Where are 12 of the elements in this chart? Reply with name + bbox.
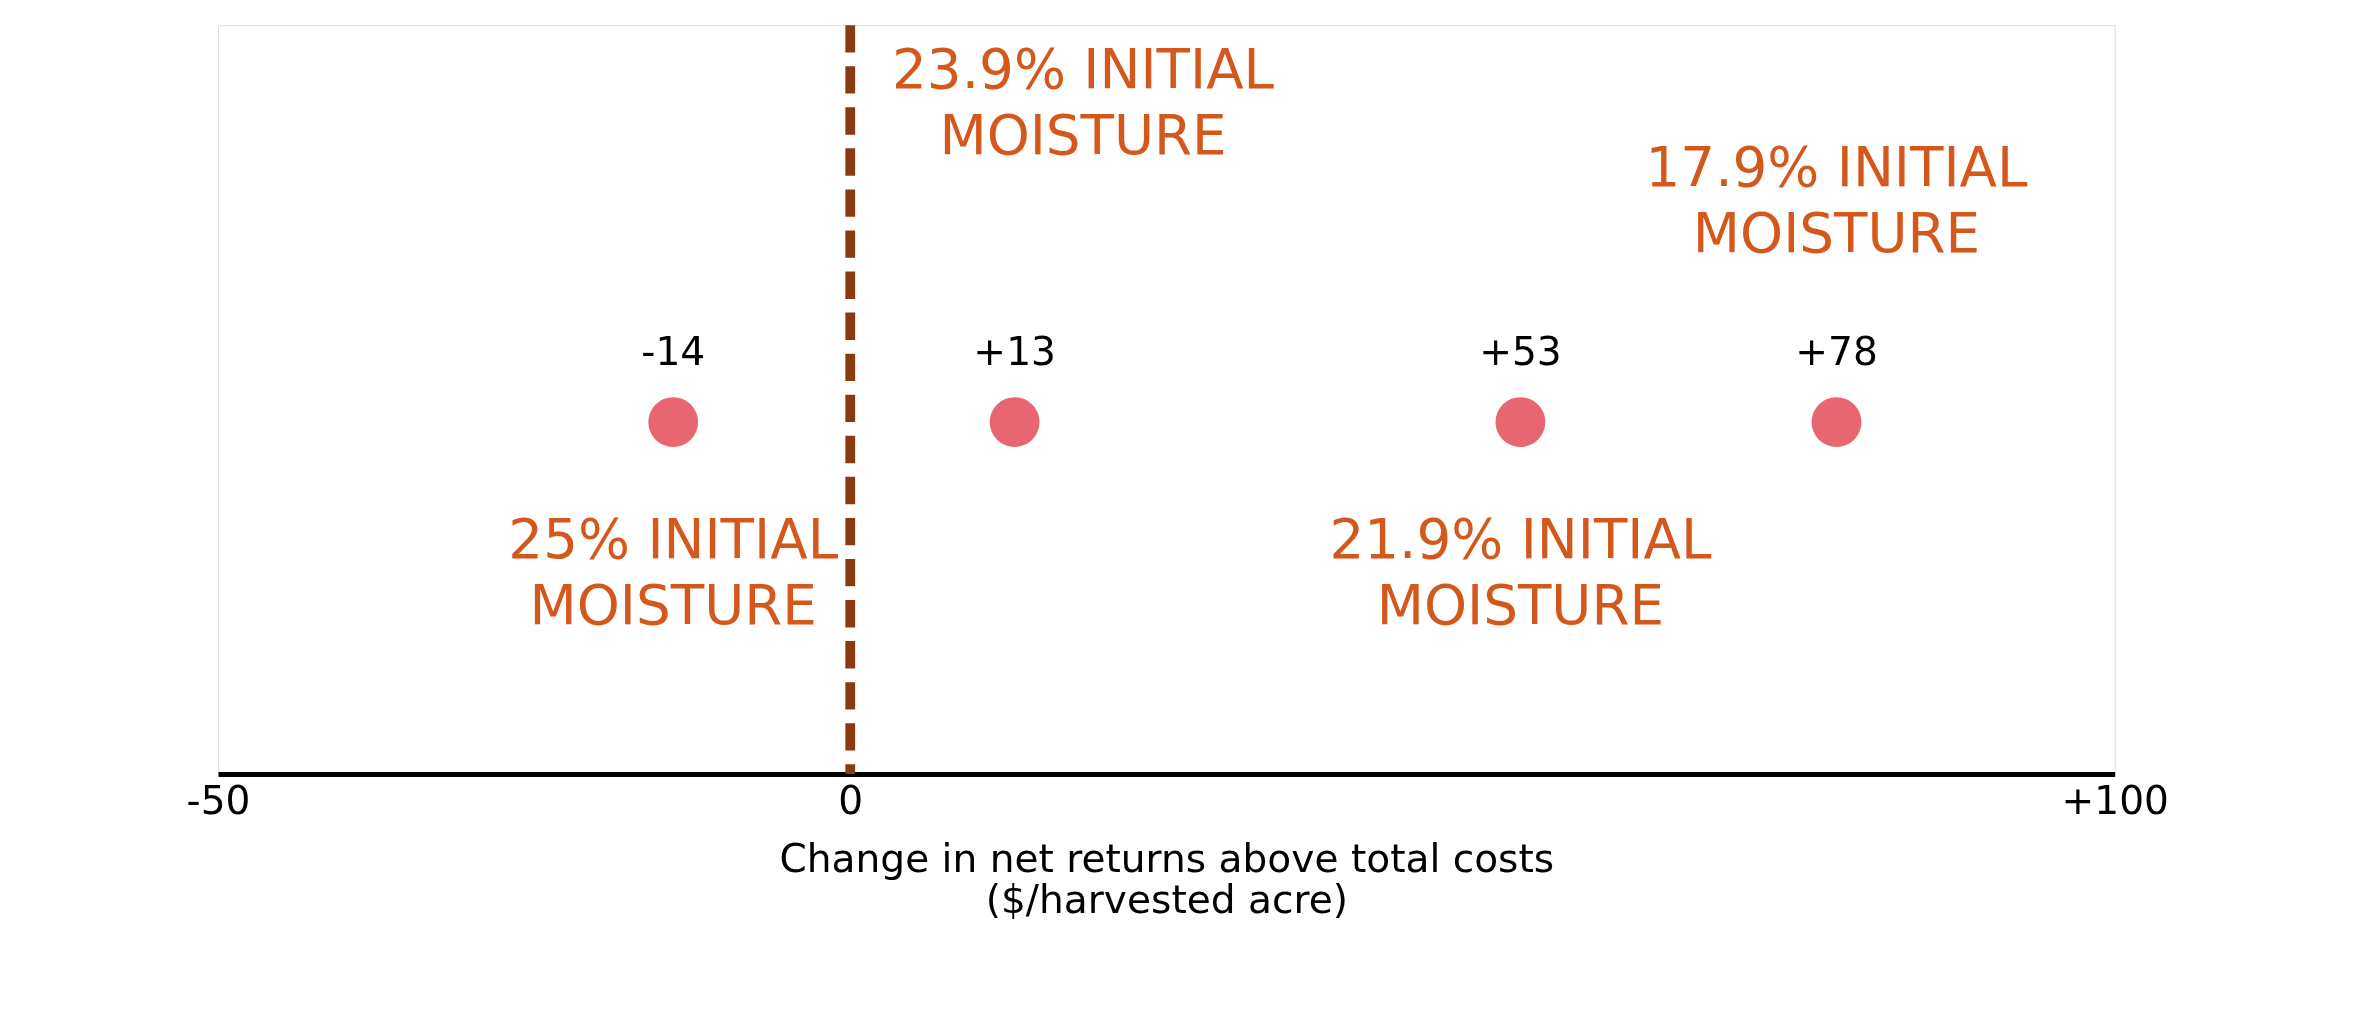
annotation: 23.9% INITIAL MOISTURE [892,36,1275,168]
annotation: 25% INITIAL MOISTURE [508,506,839,638]
x-axis-title: Change in net returns above total costs ($/harvested acre) [779,836,1555,923]
annotation: 21.9% INITIAL MOISTURE [1329,506,1712,638]
data-label: -14 [641,329,706,375]
data-label: +53 [1479,329,1562,375]
annotation: 17.9% INITIAL MOISTURE [1645,134,2029,265]
x-tick-label: 0 [838,777,864,823]
x-tick-label: +100 [2061,777,2169,823]
data-label: +78 [1795,329,1878,375]
x-tick-label: -50 [186,777,251,823]
data-label: +13 [973,329,1056,375]
